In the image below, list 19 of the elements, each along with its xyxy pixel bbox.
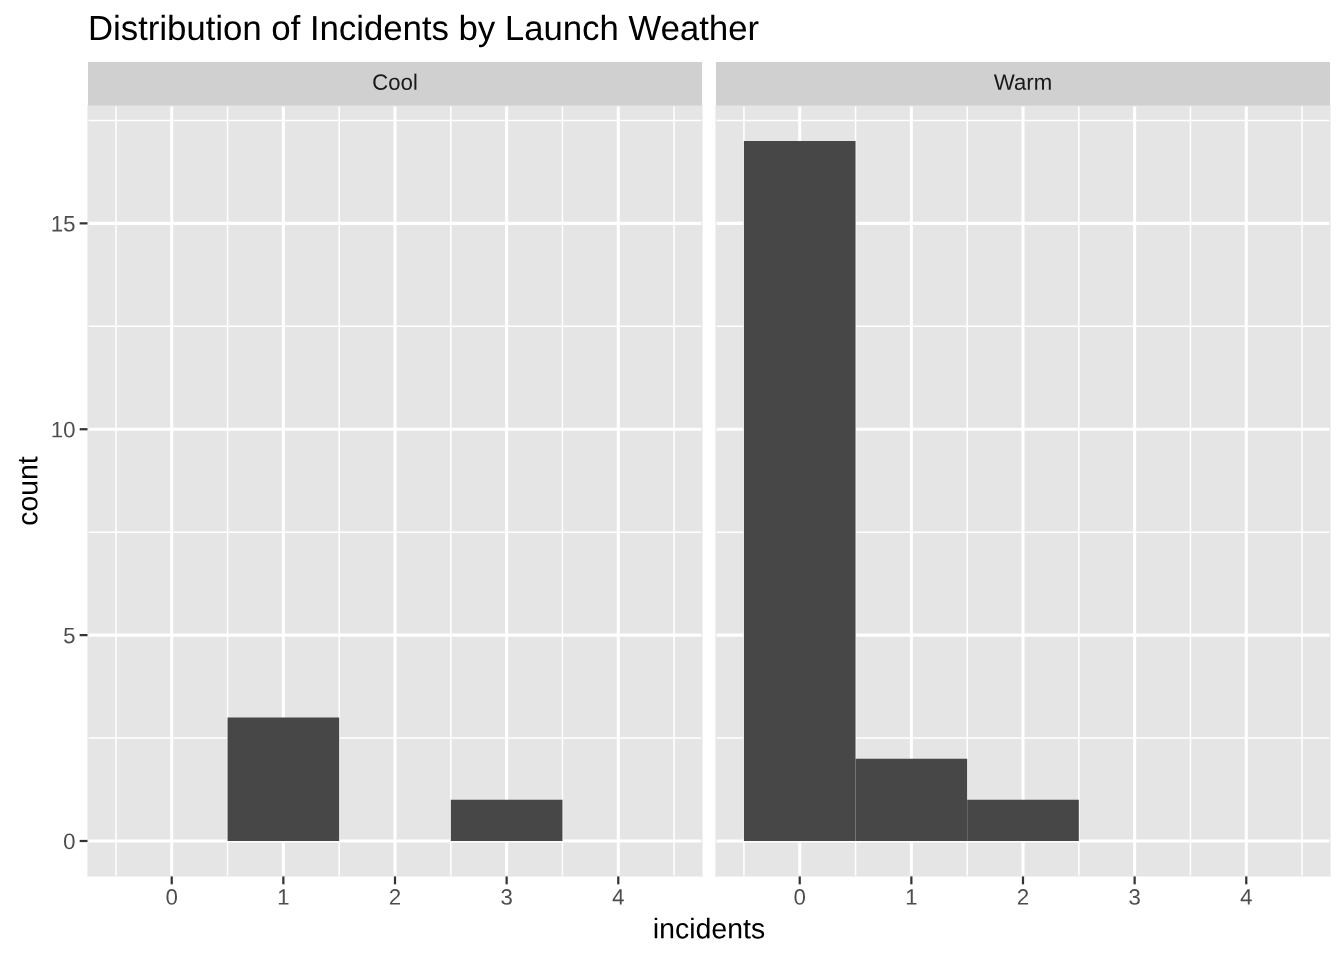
- chart-subtitle: Warm: [993, 74, 1051, 90]
- chart-subtitle: Cool: [373, 73, 417, 90]
- x-tick-label: 0: [794, 889, 806, 905]
- y-tick-label: 10: [52, 421, 75, 438]
- chart-title: Distribution of Incidents by Launch Weather: [90, 14, 759, 48]
- x-tick-label: 3: [501, 889, 512, 905]
- x-axis-title: incidents: [654, 917, 765, 939]
- y-tick-label: 0: [64, 833, 75, 850]
- x-tick-label: 1: [278, 889, 289, 905]
- x-tick-label: 2: [389, 889, 401, 905]
- y-tick-label: 15: [52, 216, 75, 232]
- x-tick-label: 4: [612, 889, 624, 905]
- x-tick-label: 1: [906, 889, 917, 905]
- x-tick-label: 2: [1017, 889, 1029, 905]
- x-tick-label: 0: [166, 889, 178, 905]
- y-tick-label: 5: [64, 627, 75, 644]
- y-axis-title: count: [18, 456, 38, 525]
- x-tick-label: 3: [1129, 889, 1140, 905]
- x-tick-label: 4: [1240, 889, 1252, 905]
